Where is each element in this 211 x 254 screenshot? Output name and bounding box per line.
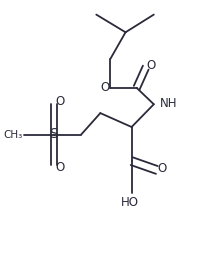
Text: CH₃: CH₃: [3, 130, 23, 140]
Text: O: O: [101, 81, 110, 94]
Text: O: O: [55, 95, 65, 108]
Text: S: S: [50, 127, 58, 141]
Text: HO: HO: [120, 196, 139, 209]
Text: O: O: [158, 162, 167, 175]
Text: O: O: [55, 161, 65, 174]
Text: O: O: [147, 59, 156, 72]
Text: NH: NH: [160, 97, 177, 109]
